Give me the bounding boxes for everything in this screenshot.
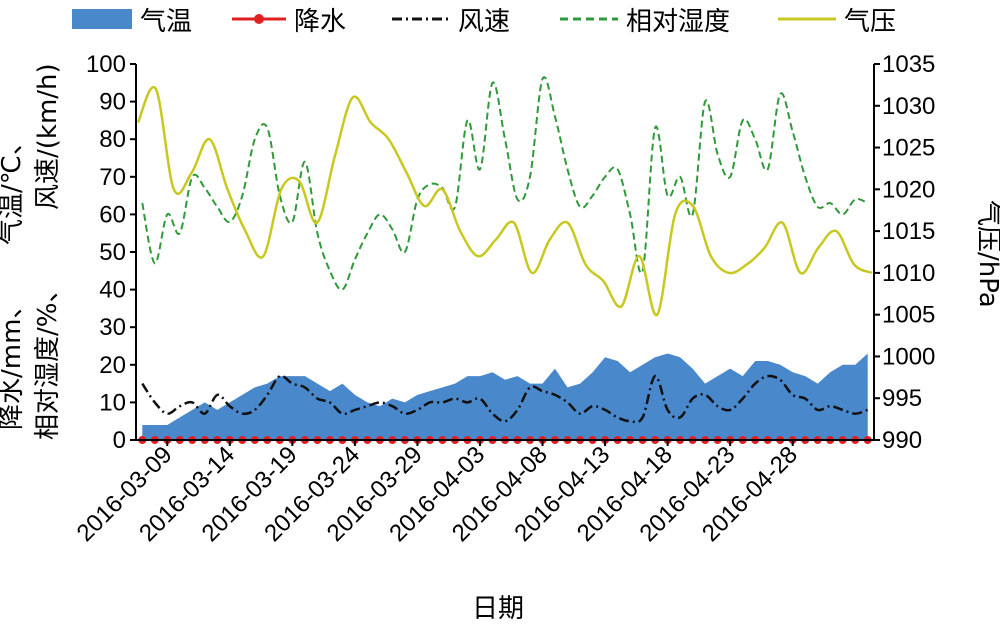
right-tick-label: 995 [882, 385, 922, 412]
left-tick-label: 90 [99, 89, 126, 116]
series-pressure-line [136, 85, 873, 316]
right-tick-label: 1000 [882, 343, 935, 370]
left-tick-label: 50 [99, 239, 126, 266]
legend-label-wind: 风速 [458, 7, 510, 37]
legend-label-temperature: 气温 [140, 7, 192, 37]
left-tick-label: 100 [86, 51, 126, 78]
left-axis-title-line1: 降水/mm、 [0, 293, 27, 430]
right-tick-label: 1020 [882, 176, 935, 203]
legend-label-humidity: 相对湿度 [626, 7, 730, 37]
right-tick-label: 1025 [882, 135, 935, 162]
right-tick-label: 1015 [882, 218, 935, 245]
legend-label-pressure: 气压 [844, 7, 896, 37]
right-axis-title: 气压/hPa [973, 200, 1000, 308]
left-tick-label: 10 [99, 389, 126, 416]
right-tick-label: 990 [882, 427, 922, 454]
legend: 气温 降水 风速 相对湿度 气压 [72, 7, 896, 37]
x-axis-title: 日期 [472, 594, 524, 624]
legend-label-precipitation: 降水 [294, 7, 346, 37]
plot-area: 0102030405060708090100990995100010051010… [72, 51, 936, 547]
series-wind-line [141, 374, 869, 424]
left-tick-label: 80 [99, 126, 126, 153]
right-tick-label: 1035 [882, 51, 935, 78]
left-tick-label: 60 [99, 201, 126, 228]
left-axis-title: 降水/mm、 相对湿度/%、 气温/℃、 风速/(km/h) [0, 63, 63, 440]
left-tick-label: 20 [99, 352, 126, 379]
left-tick-label: 70 [99, 164, 126, 191]
legend-swatch-temperature [72, 9, 132, 29]
left-tick-label: 30 [99, 314, 126, 341]
left-tick-label: 0 [113, 427, 126, 454]
series-humidity-line [141, 76, 869, 291]
legend-swatch-precipitation-marker [254, 14, 264, 24]
series-temperature-area [142, 353, 868, 440]
left-axis-title-line3: 气温/℃、 [0, 129, 27, 245]
left-axis-title-line2: 相对湿度/%、 [33, 277, 63, 440]
left-tick-label: 40 [99, 277, 126, 304]
right-tick-label: 1030 [882, 93, 935, 120]
right-tick-label: 1005 [882, 302, 935, 329]
left-axis-title-line4: 风速/(km/h) [33, 63, 63, 210]
right-tick-label: 1010 [882, 260, 935, 287]
